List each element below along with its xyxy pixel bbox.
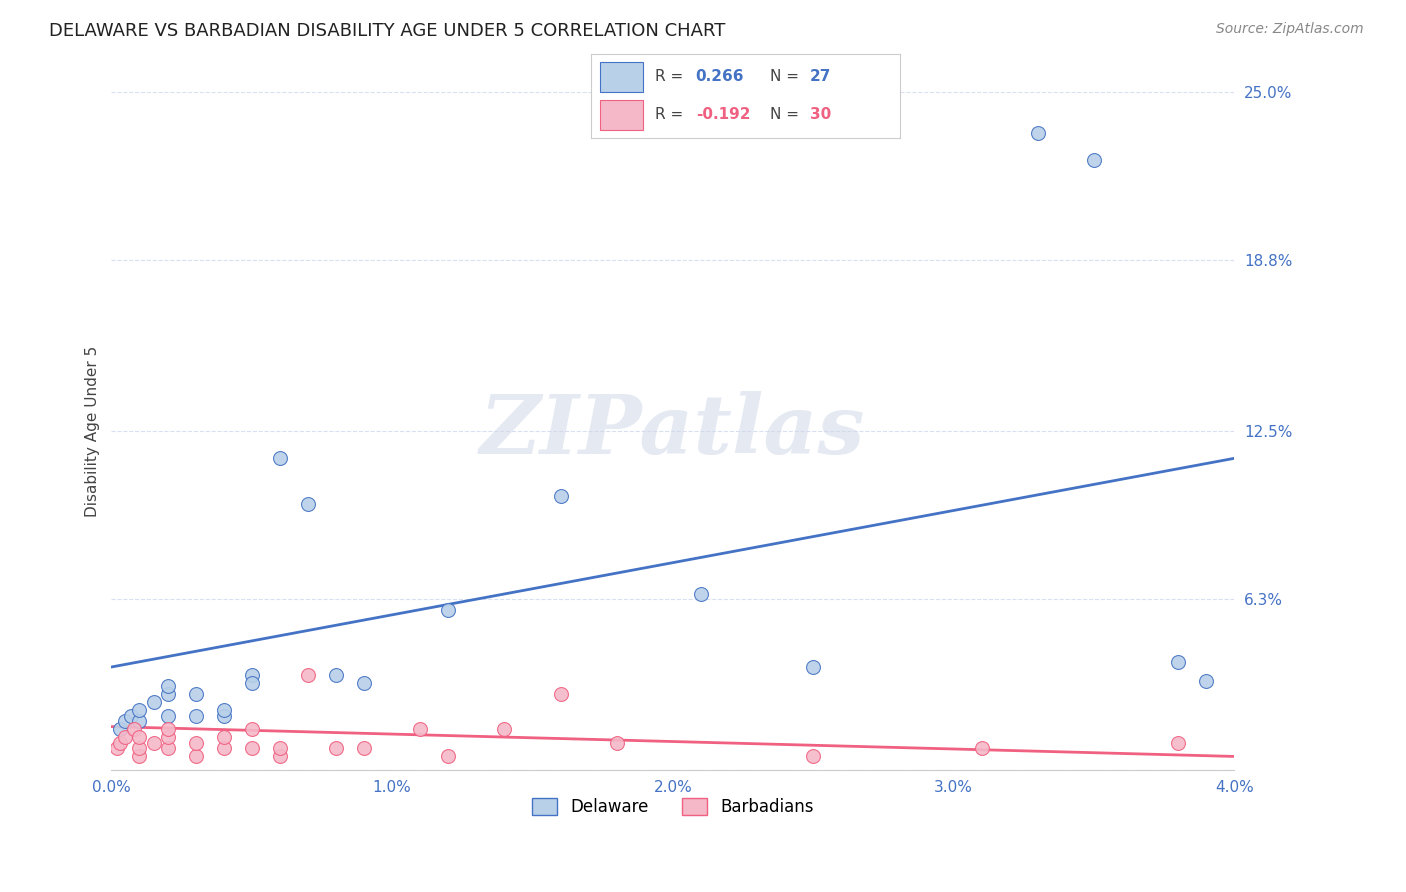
Text: ZIPatlas: ZIPatlas (481, 392, 866, 471)
Point (690, 587, 713, 601)
Point (325, 741, 347, 756)
Point (240, 668, 263, 682)
Point (1195, 673, 1218, 688)
Point (970, 741, 993, 756)
Point (437, 749, 460, 764)
Point (801, 749, 824, 764)
Point (409, 723, 432, 737)
Text: N =: N = (770, 107, 804, 122)
Point (184, 708, 207, 723)
Point (1167, 736, 1189, 750)
Point (128, 749, 150, 764)
Point (156, 687, 179, 701)
Point (120, 708, 142, 723)
Point (128, 714, 150, 729)
Point (184, 736, 207, 750)
Y-axis label: Disability Age Under 5: Disability Age Under 5 (86, 345, 100, 516)
Point (550, 687, 572, 701)
Point (297, 497, 319, 511)
Point (156, 708, 179, 723)
Point (184, 749, 207, 764)
Text: DELAWARE VS BARBADIAN DISABILITY AGE UNDER 5 CORRELATION CHART: DELAWARE VS BARBADIAN DISABILITY AGE UND… (49, 22, 725, 40)
Point (297, 668, 319, 682)
Point (156, 679, 179, 693)
Point (212, 731, 235, 745)
Point (128, 703, 150, 717)
Point (606, 736, 628, 750)
Point (1083, 153, 1105, 168)
Point (269, 749, 291, 764)
Point (494, 723, 516, 737)
Point (105, 741, 128, 756)
Point (269, 451, 291, 466)
Text: 27: 27 (810, 70, 831, 85)
Point (156, 741, 179, 756)
Point (142, 736, 165, 750)
Point (108, 736, 131, 750)
Point (184, 687, 207, 701)
Point (122, 723, 145, 737)
Point (325, 668, 347, 682)
Text: R =: R = (655, 70, 689, 85)
Point (128, 741, 150, 756)
Text: R =: R = (655, 107, 689, 122)
Point (114, 731, 136, 745)
Point (212, 703, 235, 717)
Text: -0.192: -0.192 (696, 107, 751, 122)
Legend: Delaware, Barbadians: Delaware, Barbadians (526, 791, 821, 822)
Point (437, 603, 460, 617)
Point (269, 741, 291, 756)
Point (212, 741, 235, 756)
Point (801, 660, 824, 674)
Point (353, 741, 375, 756)
Point (240, 723, 263, 737)
Point (156, 723, 179, 737)
Text: 0.266: 0.266 (696, 70, 744, 85)
Point (212, 708, 235, 723)
Text: Source: ZipAtlas.com: Source: ZipAtlas.com (1216, 22, 1364, 37)
FancyBboxPatch shape (600, 62, 643, 92)
Point (156, 731, 179, 745)
Point (1026, 126, 1049, 140)
Point (550, 489, 572, 503)
Point (1167, 655, 1189, 669)
Point (240, 741, 263, 756)
Text: N =: N = (770, 70, 804, 85)
Point (114, 714, 136, 729)
Point (128, 731, 150, 745)
FancyBboxPatch shape (600, 100, 643, 130)
Text: 30: 30 (810, 107, 831, 122)
Point (142, 695, 165, 709)
Point (353, 676, 375, 690)
Point (240, 676, 263, 690)
Point (108, 723, 131, 737)
